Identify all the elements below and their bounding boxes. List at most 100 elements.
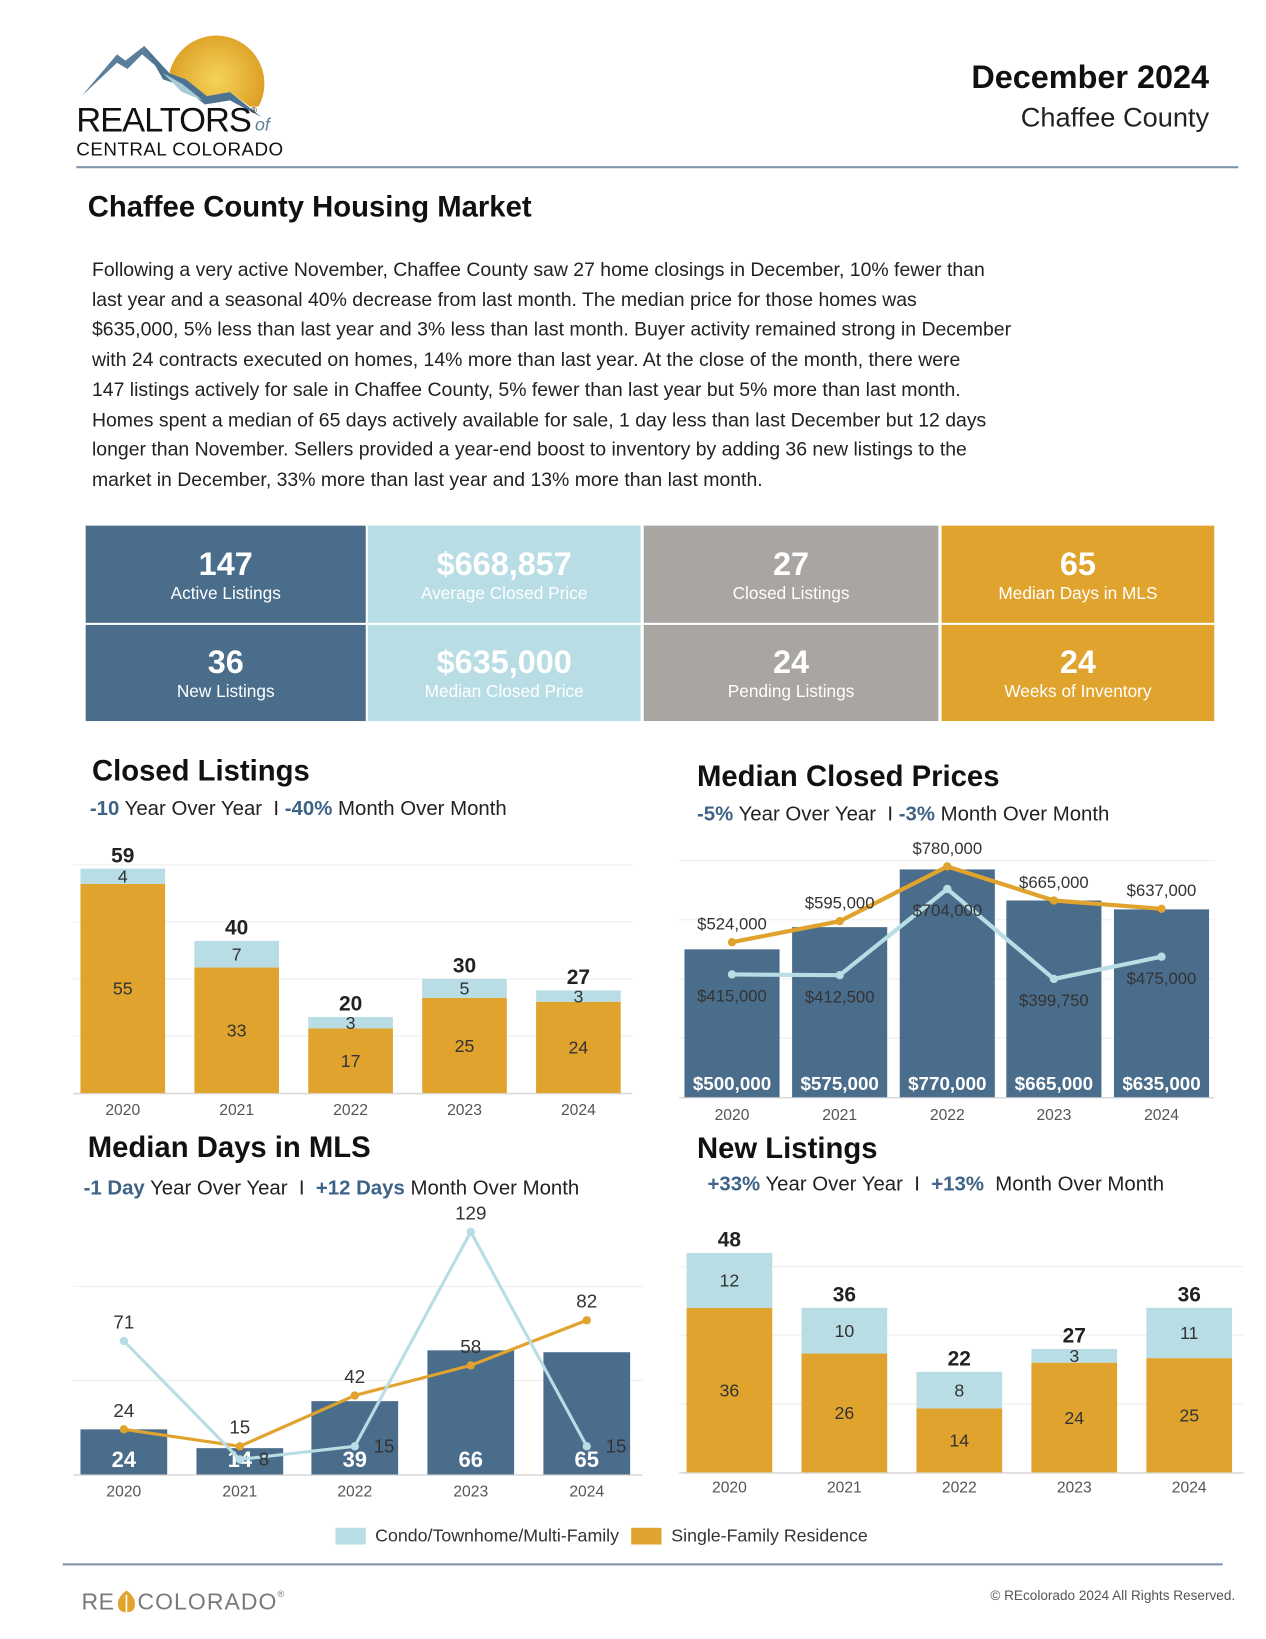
bar-total-label: 27: [1063, 1325, 1086, 1348]
bar-total-label: 20: [339, 993, 362, 1016]
bar-segment-label: 26: [834, 1403, 854, 1423]
x-tick-label: 2021: [827, 1479, 862, 1496]
mom-label: Month Over Month: [995, 1172, 1165, 1196]
bar-segment-sfr: [686, 1307, 773, 1473]
stat-new-listings: 36 New Listings: [85, 624, 366, 722]
median-closed-prices-subtitle: -5% Year Over Year I -3% Month Over Mont…: [697, 803, 1109, 827]
line-point-label: $399,750: [1019, 991, 1089, 1010]
closed-listings-chart: 2020 2021 2022 2023 202455459337401732025530…: [73, 844, 633, 1119]
bar-segment-label: 3: [1069, 1346, 1079, 1366]
line-point-label: 42: [344, 1366, 365, 1387]
yoy-value: -10: [89, 797, 120, 821]
recolorado-logo: RE COLORADO ®: [81, 1588, 285, 1615]
x-tick-label: 2020: [105, 1102, 140, 1119]
line-point: [1049, 896, 1059, 905]
page-title: Chaffee County Housing Market: [87, 190, 532, 223]
new-listings-chart: 2020 2021 2022 2023 2024 36 12 48 26 10 36 14 8 22 24 3…: [679, 1229, 1244, 1496]
x-tick-label: 2022: [337, 1483, 372, 1500]
x-tick-label: 2024: [1144, 1107, 1179, 1124]
x-tick-label: 2024: [569, 1483, 604, 1500]
bar-total-label: 30: [453, 955, 476, 978]
yoy-label: Year Over Year: [738, 802, 877, 826]
line-point: [350, 1442, 359, 1451]
x-tick-label: 2023: [453, 1483, 488, 1500]
line-point-label: $637,000: [1127, 881, 1197, 900]
bar-segment-label: 5: [460, 979, 470, 999]
stat-label: Weeks of Inventory: [1004, 682, 1152, 702]
mom-label: Month Over Month: [410, 1176, 580, 1200]
bar-segment-label: 14: [949, 1431, 969, 1451]
x-tick-label: 2020: [715, 1107, 750, 1124]
line-point: [466, 1361, 475, 1370]
x-tick-label: 2023: [447, 1102, 482, 1119]
line-point: [835, 971, 844, 980]
yoy-value: -5%: [697, 802, 734, 826]
summary-line: longer than November. Sellers provided a…: [91, 438, 967, 461]
bar-segment-condo: [536, 990, 621, 1002]
line-point-label: 71: [113, 1311, 134, 1332]
yoy-label: Year Over Year: [124, 797, 263, 821]
stat-label: Median Days in MLS: [998, 583, 1158, 603]
report-county: Chaffee County: [1020, 101, 1210, 133]
stat-weeks-of-inventory: 24 Weeks of Inventory: [941, 624, 1215, 722]
summary-line: last year and a seasonal 40% decrease fr…: [91, 288, 917, 311]
stat-label: New Listings: [176, 682, 275, 702]
line-point: [943, 862, 952, 871]
stat-label: Average Closed Price: [420, 583, 588, 603]
svg-text:®: ®: [251, 105, 258, 115]
stat-value: 65: [1059, 544, 1096, 582]
stat-value: 36: [207, 643, 244, 681]
bar-segment-label: 7: [232, 945, 242, 965]
x-tick-label: 2021: [219, 1102, 254, 1119]
line-point-label: 129: [455, 1202, 486, 1223]
line-point: [582, 1442, 591, 1451]
bar: [899, 869, 995, 1098]
bar: [543, 1352, 631, 1475]
bar-segment-label: 25: [1179, 1406, 1199, 1426]
bar-total-label: 36: [1178, 1284, 1201, 1307]
line-point-label: $524,000: [697, 915, 767, 934]
line-point-label: $780,000: [912, 839, 982, 858]
logo-re: RE: [81, 1588, 115, 1615]
bar-segment-sfr: [536, 1001, 621, 1094]
svg-text:of: of: [255, 115, 272, 135]
bar-segment-label: 3: [573, 986, 583, 1006]
x-tick-label: 2022: [930, 1107, 965, 1124]
sfr-swatch: [631, 1527, 662, 1545]
summary-line: 147 listings actively for sale in Chaffe…: [91, 378, 961, 401]
x-tick-label: 2021: [822, 1107, 857, 1124]
separator: I: [914, 1172, 920, 1196]
separator: I: [273, 797, 280, 821]
line-point: [727, 970, 737, 979]
stat-value: 24: [773, 643, 810, 681]
leaf-icon: [117, 1590, 135, 1614]
median-days-chart: 2020202120222023202424143966652415425882…: [73, 1202, 643, 1500]
stat-closed-listings: 27 Closed Listings: [643, 525, 939, 623]
line-point-label: 82: [576, 1291, 597, 1312]
market-summary: Following a very active November, Chaffe…: [92, 255, 1011, 495]
bar-segment-label: 4: [118, 867, 128, 887]
logo-text: REALTORS: [76, 102, 252, 140]
stat-value: 24: [1059, 643, 1096, 681]
bar-segment-condo: [916, 1371, 1003, 1409]
bar-segment-sfr: [1146, 1358, 1233, 1473]
bar-value-label: $500,000: [693, 1073, 771, 1094]
summary-line: $635,000, 5% less than last year and 3% …: [91, 318, 1012, 341]
bar-segment-condo: [1146, 1307, 1233, 1359]
line-point: [235, 1455, 245, 1464]
x-tick-label: 2020: [106, 1483, 141, 1500]
bar-segment-condo: [686, 1252, 773, 1308]
bar-segment-label: 3: [346, 1013, 356, 1033]
line-point: [235, 1442, 245, 1451]
closed-listings-title: Closed Listings: [91, 754, 310, 787]
condo-swatch: [335, 1527, 366, 1545]
mom-label: Month Over Month: [940, 802, 1110, 826]
logo-colorado: COLORADO: [137, 1588, 278, 1615]
bar-segment-sfr: [422, 997, 507, 1094]
line-point-label: $665,000: [1019, 873, 1089, 892]
bar: [1006, 900, 1102, 1098]
stat-label: Active Listings: [170, 583, 281, 603]
bar-segment-sfr: [308, 1028, 393, 1094]
stat-average-closed-price: $668,857 Average Closed Price: [367, 525, 641, 623]
stat-value: 147: [198, 544, 253, 582]
